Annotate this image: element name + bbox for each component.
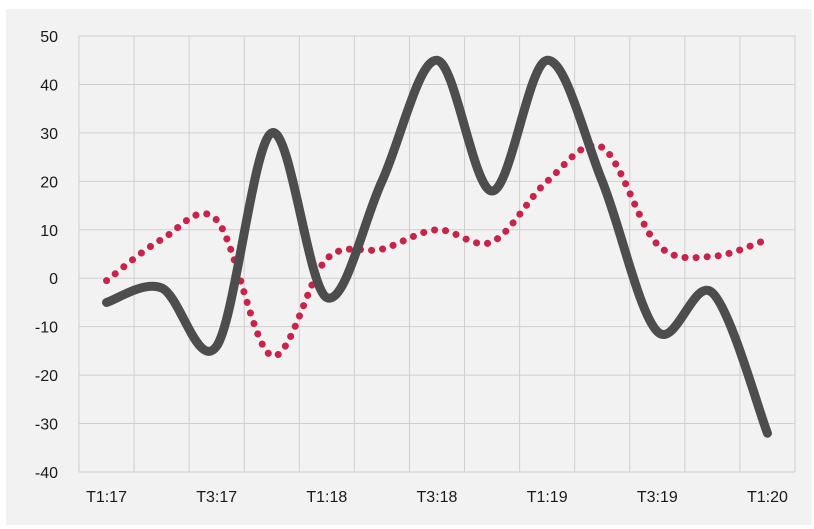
y-tick-label: -40 bbox=[35, 465, 58, 482]
x-tick-label: T3:19 bbox=[637, 489, 678, 506]
y-tick-label: -10 bbox=[35, 320, 58, 337]
series-line-dotted bbox=[103, 141, 771, 360]
series-line-solid bbox=[102, 55, 772, 438]
y-tick-label: 50 bbox=[40, 29, 58, 46]
x-axis: T1:17 T3:17 T1:18 T3:18 T1:19 T3:19 T1:20 bbox=[86, 489, 788, 506]
x-tick-label: T3:18 bbox=[417, 489, 458, 506]
x-tick-label: T1:19 bbox=[527, 489, 568, 506]
y-axis: 50 40 30 20 10 0 -10 -20 -30 -40 bbox=[35, 29, 58, 482]
x-tick-label: T3:17 bbox=[196, 489, 237, 506]
y-tick-label: -20 bbox=[35, 368, 58, 385]
x-tick-label: T1:18 bbox=[306, 489, 347, 506]
y-tick-label: -30 bbox=[35, 417, 58, 434]
y-tick-label: 40 bbox=[40, 77, 58, 94]
x-tick-label: T1:17 bbox=[86, 489, 127, 506]
y-tick-label: 30 bbox=[40, 126, 58, 143]
y-tick-label: 20 bbox=[40, 174, 58, 191]
grid bbox=[78, 35, 796, 473]
series-layer bbox=[102, 55, 772, 438]
x-tick-label: T1:20 bbox=[747, 489, 788, 506]
y-tick-label: 0 bbox=[49, 271, 58, 288]
y-tick-label: 10 bbox=[40, 223, 58, 240]
